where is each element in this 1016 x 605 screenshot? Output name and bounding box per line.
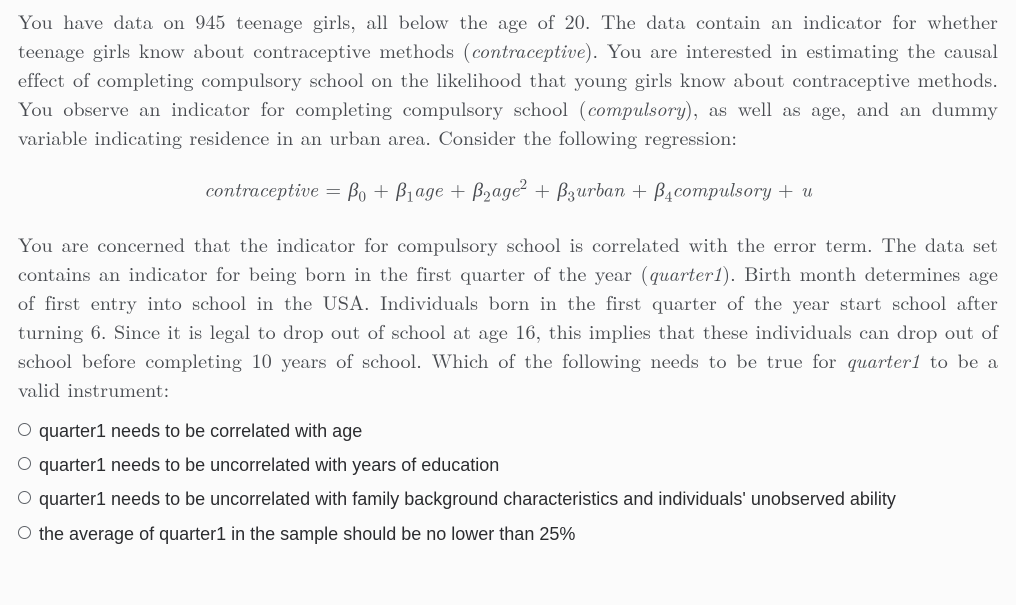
option-label: quarter1 needs to be correlated with age xyxy=(39,419,362,443)
regression-equation: contraceptive = β0 + β1age + β2age2 + β3… xyxy=(18,151,998,229)
radio-icon[interactable] xyxy=(18,423,31,436)
paragraph-1: You have data on 945 teenage girls, all … xyxy=(18,6,998,151)
option-label: quarter1 needs to be uncorrelated with y… xyxy=(39,453,499,477)
option-c[interactable]: quarter1 needs to be uncorrelated with f… xyxy=(18,487,998,511)
option-b[interactable]: quarter1 needs to be uncorrelated with y… xyxy=(18,453,998,477)
option-label: the average of quarter1 in the sample sh… xyxy=(39,522,575,546)
paragraph-2: You are concerned that the indicator for… xyxy=(18,229,998,403)
option-a[interactable]: quarter1 needs to be correlated with age xyxy=(18,419,998,443)
question-page: You have data on 945 teenage girls, all … xyxy=(0,0,1016,605)
option-label: quarter1 needs to be uncorrelated with f… xyxy=(39,487,896,511)
option-d[interactable]: the average of quarter1 in the sample sh… xyxy=(18,522,998,546)
options-group: quarter1 needs to be correlated with age… xyxy=(18,419,998,546)
radio-icon[interactable] xyxy=(18,526,31,539)
radio-icon[interactable] xyxy=(18,457,31,470)
radio-icon[interactable] xyxy=(18,491,31,504)
